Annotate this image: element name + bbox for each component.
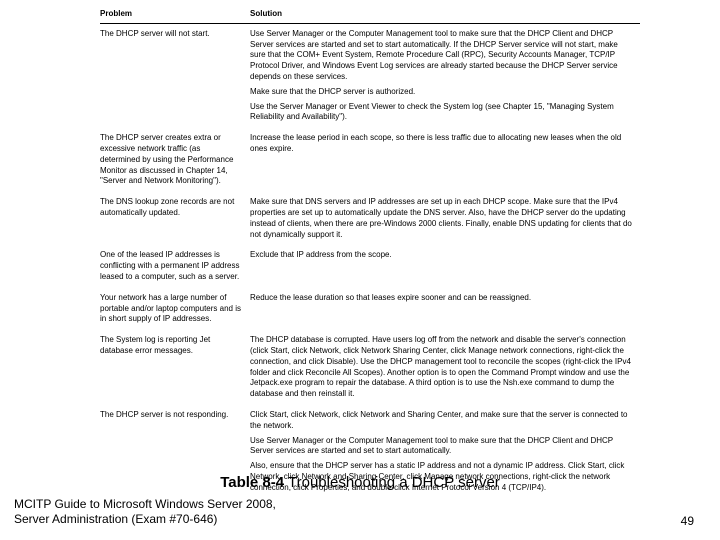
- solution-para: Use the Server Manager or Event Viewer t…: [250, 102, 632, 124]
- cell-solution: Make sure that DNS servers and IP addres…: [250, 192, 640, 245]
- col-header-problem: Problem: [100, 6, 250, 23]
- cell-solution: Exclude that IP address from the scope.: [250, 245, 640, 287]
- cell-problem: The DHCP server will not start.: [100, 23, 250, 128]
- slide-page: Problem Solution The DHCP server will no…: [0, 0, 720, 540]
- solution-para: Use Server Manager or the Computer Manag…: [250, 436, 632, 458]
- solution-para: Increase the lease period in each scope,…: [250, 133, 632, 155]
- col-header-solution: Solution: [250, 6, 640, 23]
- solution-para: Use Server Manager or the Computer Manag…: [250, 29, 632, 83]
- solution-para: The DHCP database is corrupted. Have use…: [250, 335, 632, 400]
- page-number: 49: [681, 514, 694, 528]
- cell-solution: Reduce the lease duration so that leases…: [250, 288, 640, 330]
- cell-problem: The DHCP server creates extra or excessi…: [100, 128, 250, 192]
- solution-para: Click Start, click Network, click Networ…: [250, 410, 632, 432]
- table-header-row: Problem Solution: [100, 6, 640, 23]
- cell-problem: The DNS lookup zone records are not auto…: [100, 192, 250, 245]
- solution-para: Exclude that IP address from the scope.: [250, 250, 632, 261]
- footer-source-line: MCITP Guide to Microsoft Windows Server …: [14, 497, 276, 513]
- table-row: The DNS lookup zone records are not auto…: [100, 192, 640, 245]
- table-row: The System log is reporting Jet database…: [100, 330, 640, 405]
- slide-footer: MCITP Guide to Microsoft Windows Server …: [0, 497, 720, 528]
- solution-para: Reduce the lease duration so that leases…: [250, 293, 632, 304]
- solution-para: Make sure that DNS servers and IP addres…: [250, 197, 632, 240]
- footer-source-line: Server Administration (Exam #70-646): [14, 512, 276, 528]
- table-container: Problem Solution The DHCP server will no…: [0, 0, 720, 498]
- table-row: The DHCP server creates extra or excessi…: [100, 128, 640, 192]
- table-caption: Table 8-4 Troubleshooting a DHCP server: [220, 474, 500, 491]
- caption-row: Table 8-4 Troubleshooting a DHCP server: [0, 474, 720, 492]
- caption-text: Troubleshooting a DHCP server: [284, 474, 500, 491]
- caption-label: Table 8-4: [220, 474, 284, 491]
- solution-para: Make sure that the DHCP server is author…: [250, 87, 632, 98]
- cell-problem: Your network has a large number of porta…: [100, 288, 250, 330]
- troubleshooting-table: Problem Solution The DHCP server will no…: [100, 6, 640, 498]
- footer-source: MCITP Guide to Microsoft Windows Server …: [14, 497, 276, 528]
- cell-problem: One of the leased IP addresses is confli…: [100, 245, 250, 287]
- cell-solution: Use Server Manager or the Computer Manag…: [250, 23, 640, 128]
- cell-solution: The DHCP database is corrupted. Have use…: [250, 330, 640, 405]
- table-row: Your network has a large number of porta…: [100, 288, 640, 330]
- table-row: One of the leased IP addresses is confli…: [100, 245, 640, 287]
- cell-solution: Increase the lease period in each scope,…: [250, 128, 640, 192]
- table-row: The DHCP server will not start. Use Serv…: [100, 23, 640, 128]
- cell-problem: The System log is reporting Jet database…: [100, 330, 250, 405]
